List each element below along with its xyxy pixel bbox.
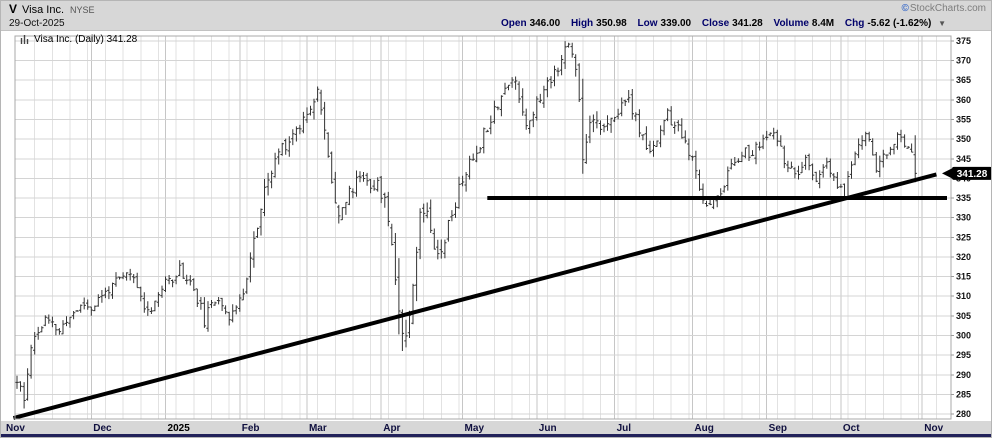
y-tick-label: 375 bbox=[956, 36, 971, 46]
x-month-label: May bbox=[465, 423, 485, 434]
y-tick-label: 280 bbox=[956, 409, 971, 419]
close-label: Close bbox=[701, 18, 730, 29]
y-tick-label: 305 bbox=[956, 311, 971, 321]
last-price-value: 341.28 bbox=[957, 169, 988, 180]
chart-legend: Visa Inc. (Daily) 341.28 bbox=[19, 34, 137, 45]
rising-trendline bbox=[12, 172, 937, 420]
open-label: Open bbox=[501, 18, 527, 29]
bar-chart-icon bbox=[20, 35, 29, 44]
chg-value: -5.62 (-1.62%) bbox=[867, 18, 932, 29]
y-tick-label: 330 bbox=[956, 213, 971, 223]
y-tick-label: 300 bbox=[956, 331, 971, 341]
y-tick-label: 345 bbox=[956, 154, 971, 164]
stockcharts-copyright-link[interactable]: ©StockCharts.com bbox=[901, 3, 986, 14]
x-month-label: Aug bbox=[694, 423, 713, 434]
x-axis-labels: Nov Dec 2025 Feb Mar Apr May Jun Jul Aug Sep Oct Nov bbox=[6, 423, 944, 434]
legend-text: Visa Inc. (Daily) 341.28 bbox=[34, 34, 138, 45]
x-month-label: Jul bbox=[617, 423, 632, 434]
y-tick-label: 315 bbox=[956, 272, 971, 282]
price-plot: 3753703653603553503453403353303253203153… bbox=[1, 31, 991, 437]
y-tick-label: 285 bbox=[956, 389, 971, 399]
y-tick-label: 360 bbox=[956, 95, 971, 105]
chg-down-icon: ▼ bbox=[938, 19, 946, 28]
chart-date: 29-Oct-2025 bbox=[9, 18, 65, 29]
header-row-title: V Visa Inc. NYSE ©StockCharts.com bbox=[1, 1, 991, 16]
low-value: 339.00 bbox=[660, 18, 692, 29]
y-tick-label: 295 bbox=[956, 350, 971, 360]
x-month-label: 2025 bbox=[168, 423, 191, 434]
chg-label: Chg bbox=[844, 18, 865, 29]
y-tick-label: 365 bbox=[956, 75, 971, 85]
ohlc-bars bbox=[15, 41, 917, 409]
y-tick-label: 325 bbox=[956, 232, 971, 242]
x-month-label: Apr bbox=[383, 423, 400, 434]
ticker-symbol: V bbox=[9, 1, 18, 16]
y-tick-label: 350 bbox=[956, 134, 971, 144]
exchange-label: NYSE bbox=[70, 4, 95, 15]
y-axis-labels: 3753703653603553503453403353303253203153… bbox=[951, 36, 971, 419]
y-tick-label: 370 bbox=[956, 56, 971, 66]
high-value: 350.98 bbox=[596, 18, 627, 29]
x-month-label: Nov bbox=[6, 423, 25, 434]
header-row-quote: 29-Oct-2025 Open 346.00 High 350.98 Low 339… bbox=[1, 16, 991, 31]
volume-value: 8.4M bbox=[811, 18, 835, 29]
company-name: Visa Inc. bbox=[22, 3, 65, 16]
quote-line: Open 346.00 High 350.98 Low 339.00 Close 341… bbox=[493, 18, 986, 29]
footer-bar bbox=[1, 434, 991, 437]
y-tick-label: 335 bbox=[956, 193, 971, 203]
y-tick-label: 290 bbox=[956, 370, 971, 380]
last-price-tag: 341.28 bbox=[942, 166, 991, 180]
x-month-label: Sep bbox=[769, 423, 787, 434]
x-month-label: Oct bbox=[843, 423, 860, 434]
x-month-label: Feb bbox=[242, 423, 260, 434]
y-tick-label: 320 bbox=[956, 252, 971, 262]
grid-lines bbox=[15, 36, 951, 419]
x-month-label: Dec bbox=[93, 423, 112, 434]
y-tick-label: 355 bbox=[956, 114, 971, 124]
y-tick-label: 310 bbox=[956, 291, 971, 301]
x-month-label: Mar bbox=[309, 423, 327, 434]
x-month-label: Jun bbox=[539, 423, 557, 434]
copyright-icon: © bbox=[901, 3, 909, 14]
open-value: 346.00 bbox=[529, 18, 561, 29]
copyright-text: StockCharts.com bbox=[909, 3, 986, 14]
high-label: High bbox=[570, 18, 594, 29]
x-axis-strip bbox=[1, 421, 991, 434]
close-value: 341.28 bbox=[732, 18, 763, 29]
low-label: Low bbox=[637, 18, 658, 29]
x-month-label: Nov bbox=[924, 423, 943, 434]
chart-header: V Visa Inc. NYSE ©StockCharts.com 29-Oct… bbox=[1, 1, 991, 31]
volume-label: Volume bbox=[773, 18, 809, 29]
